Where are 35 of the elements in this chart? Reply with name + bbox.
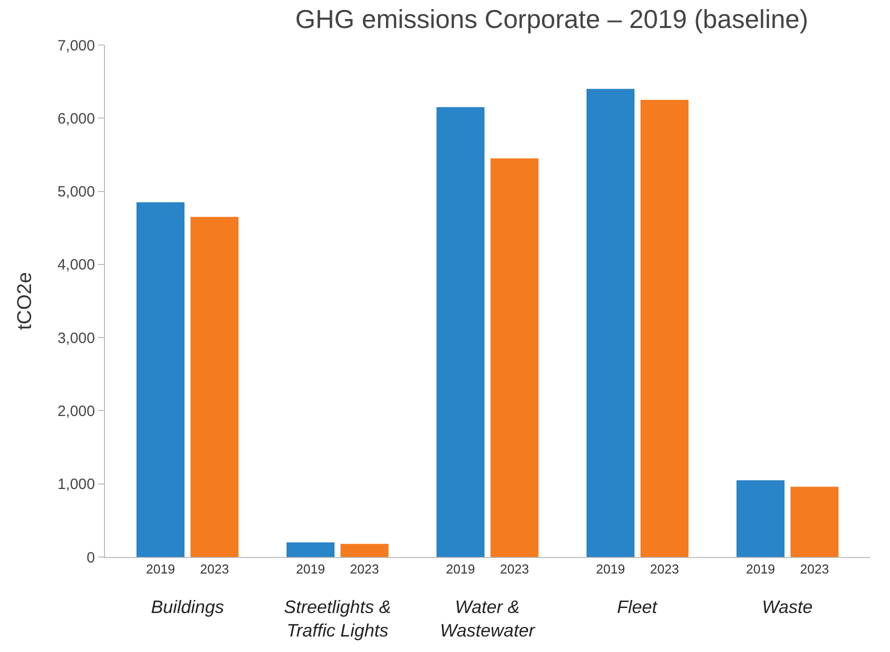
text: 2023 bbox=[350, 562, 379, 577]
text: 2019 bbox=[296, 562, 325, 577]
x-tick-label: Fleet bbox=[617, 597, 658, 617]
bar bbox=[640, 100, 688, 557]
series-label: 2023 bbox=[200, 562, 229, 577]
bar bbox=[736, 480, 784, 557]
bar bbox=[490, 158, 538, 557]
y-tick-label: 0 bbox=[86, 549, 95, 566]
text: 2019 bbox=[446, 562, 475, 577]
text: 2019 bbox=[596, 562, 625, 577]
x-tick-label: Streetlights & Traffic Lights bbox=[284, 597, 392, 640]
x-tick-label: Water & Wastewater bbox=[440, 597, 536, 640]
x-tick-label: Buildings bbox=[151, 597, 224, 617]
text: 2023 bbox=[800, 562, 829, 577]
bar bbox=[286, 542, 334, 557]
chart-title: GHG emissions Corporate – 2019 (baseline) bbox=[295, 4, 808, 34]
bar bbox=[136, 202, 184, 557]
y-tick-label: 2,000 bbox=[57, 402, 95, 420]
text: 2019 bbox=[746, 562, 775, 577]
y-tick-label: 1,000 bbox=[57, 476, 95, 494]
bar bbox=[586, 88, 634, 557]
text: 2023 bbox=[650, 562, 679, 577]
x-tick-label: Waste bbox=[762, 597, 813, 617]
y-tick-label: 5,000 bbox=[57, 184, 95, 201]
bar bbox=[436, 107, 484, 557]
series-label: 2019 bbox=[146, 562, 175, 577]
bar bbox=[190, 216, 238, 557]
y-tick-label: 4,000 bbox=[57, 256, 95, 274]
bar bbox=[340, 544, 388, 557]
y-axis-title: tCO2e bbox=[14, 272, 36, 330]
y-tick-label: 3,000 bbox=[57, 330, 95, 347]
y-tick-label: 7,000 bbox=[57, 37, 95, 54]
text: 2023 bbox=[500, 562, 529, 577]
y-tick-label: 6,000 bbox=[57, 110, 95, 128]
bar bbox=[790, 486, 838, 557]
